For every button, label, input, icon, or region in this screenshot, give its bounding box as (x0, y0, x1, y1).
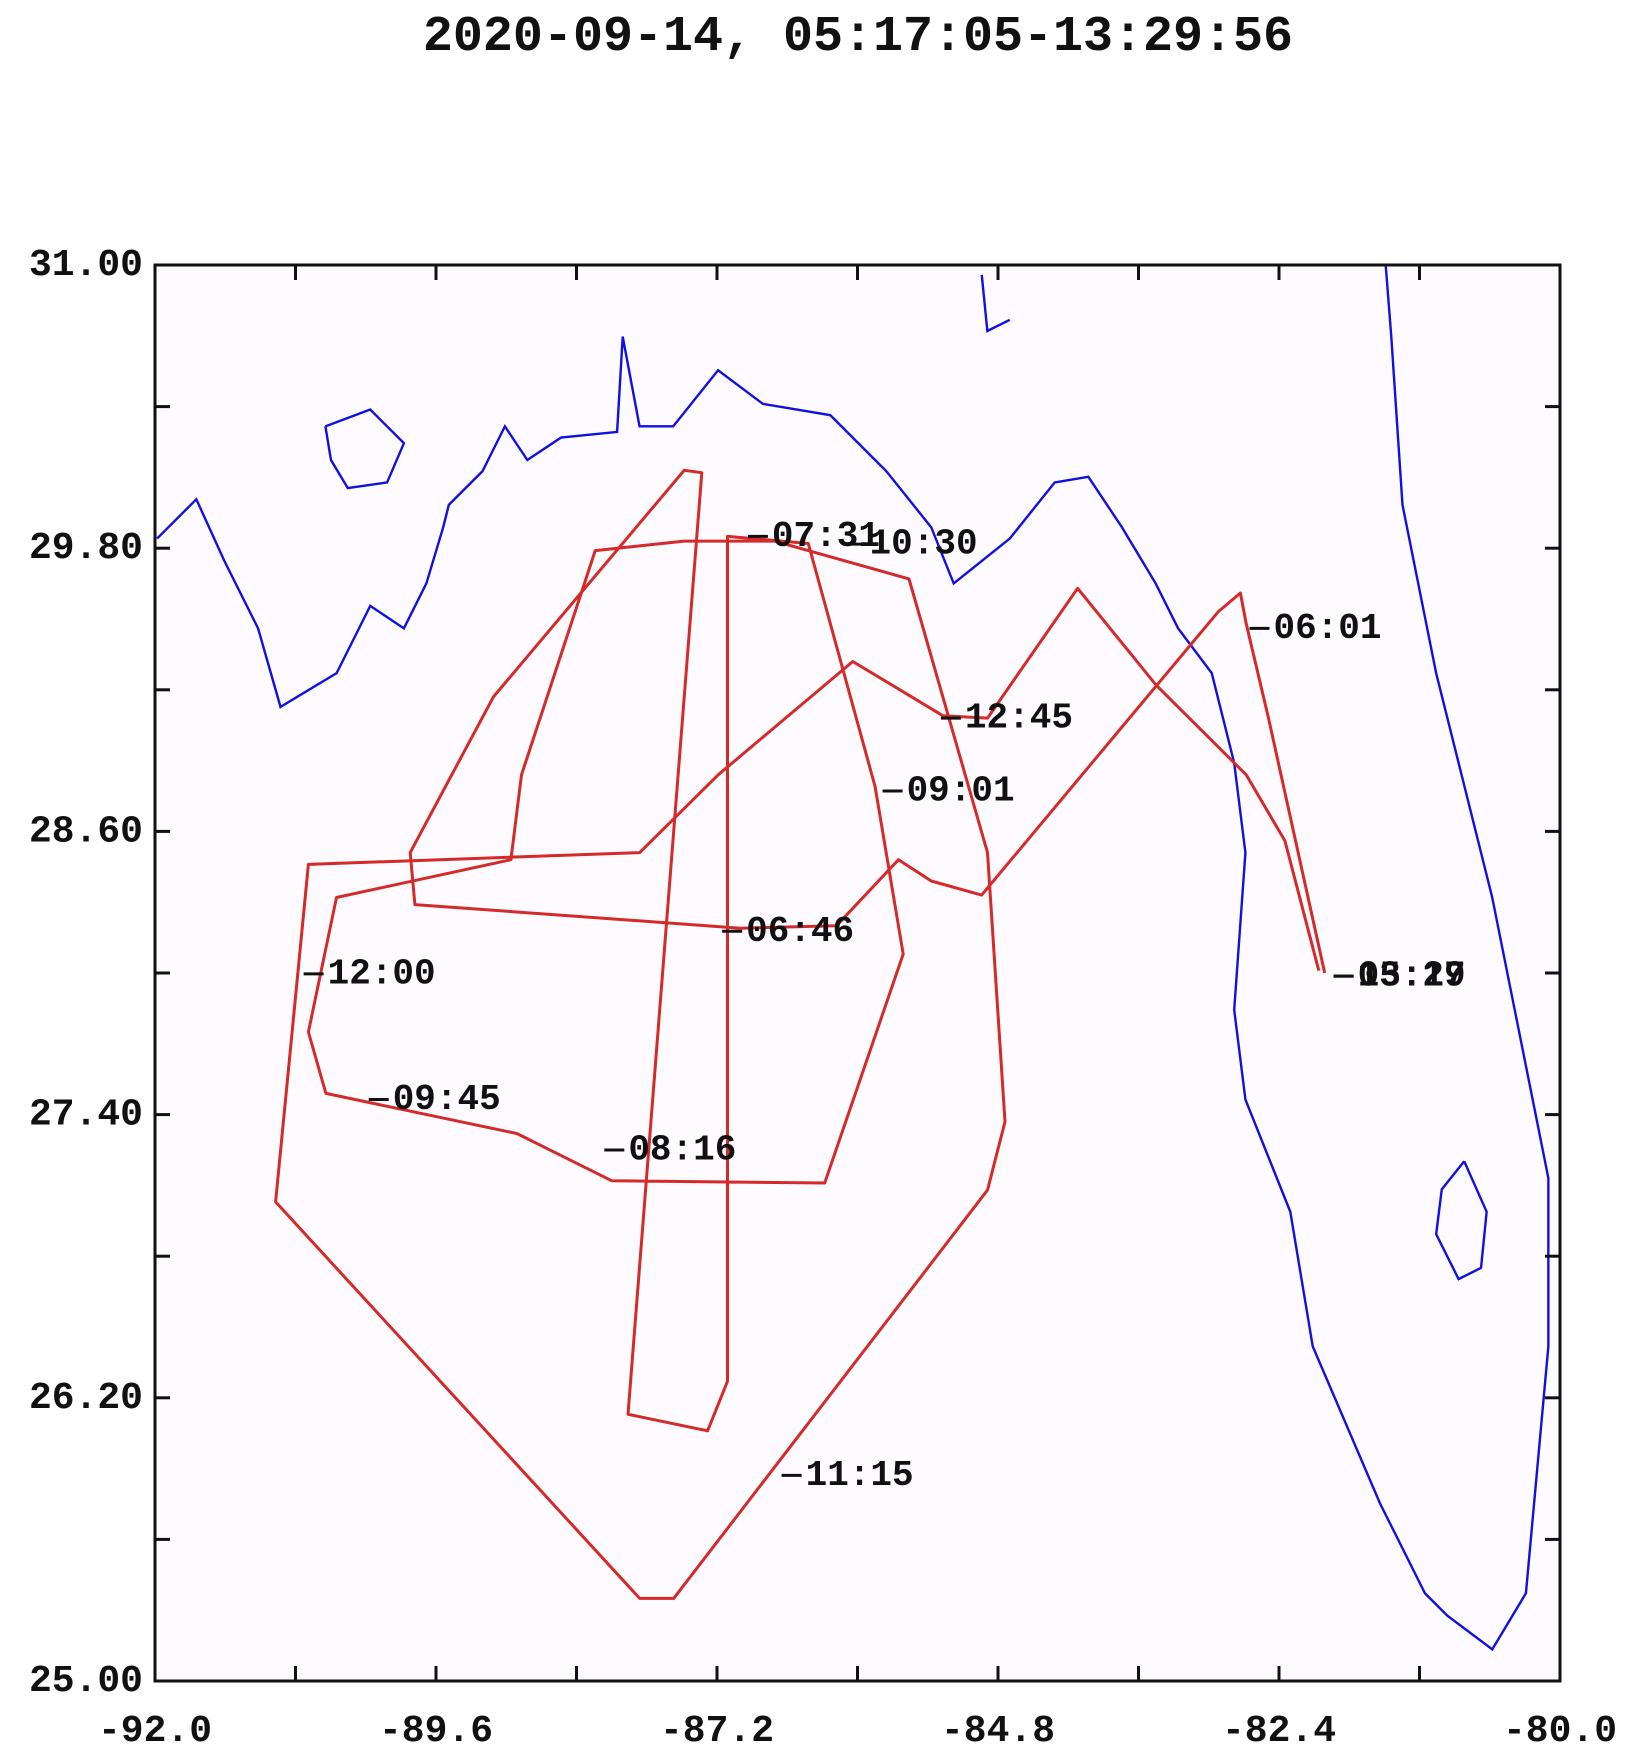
coastline (157, 265, 1548, 1650)
time-annotation: 11:15 (806, 1455, 914, 1496)
flight-track (274, 468, 1327, 1600)
time-annotation: 09:01 (907, 771, 1015, 812)
x-tick-label: -84.8 (941, 1710, 1055, 1753)
coastline-bay (325, 410, 404, 489)
x-tick-label: -92.0 (98, 1710, 212, 1753)
plot-background (155, 265, 1560, 1681)
time-annotation: 06:46 (746, 911, 854, 952)
y-tick-label: 26.20 (29, 1377, 143, 1420)
time-annotation: 08:16 (628, 1130, 736, 1171)
chart-title: 2020-09-14, 05:17:05-13:29:56 (423, 9, 1293, 66)
coastline-top (982, 275, 1010, 331)
y-tick-label: 28.60 (29, 810, 143, 853)
y-tick-label: 31.00 (29, 244, 143, 287)
x-tick-label: -87.2 (660, 1710, 774, 1753)
time-annotation: 07:31 (772, 516, 880, 557)
time-annotation: 12:45 (965, 698, 1073, 739)
time-annotation: 06:01 (1273, 608, 1381, 649)
time-annotation: 13:29 (1358, 956, 1466, 997)
y-tick-label: 25.00 (29, 1660, 143, 1703)
x-tick-label: -89.6 (379, 1710, 493, 1753)
y-tick-label: 29.80 (29, 527, 143, 570)
time-annotation: 05:17 (1358, 956, 1466, 997)
coastline-gulf (157, 265, 1548, 1650)
x-tick-label: -80.0 (1503, 1710, 1617, 1753)
coastline-lake (1436, 1161, 1486, 1279)
time-annotation: 10:30 (870, 524, 978, 565)
time-annotation: 12:00 (328, 953, 436, 994)
x-tick-label: -82.4 (1222, 1710, 1336, 1753)
time-annotation: 09:45 (393, 1079, 501, 1120)
y-tick-label: 27.40 (29, 1094, 143, 1137)
